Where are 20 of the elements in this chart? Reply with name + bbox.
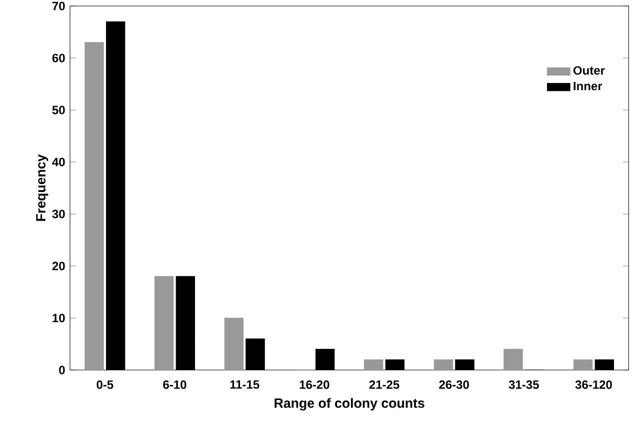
x-tick-label: 16-20	[300, 380, 330, 389]
y-tick-label: 40	[52, 158, 65, 166]
legend-label: Outer	[573, 66, 605, 75]
y-axis-title: Frequency	[36, 154, 48, 221]
y-tick-label: 60	[52, 54, 65, 62]
y-tick-label: 50	[52, 106, 65, 114]
x-tick-label: 0-5	[96, 380, 114, 389]
x-tick-label: 11-15	[230, 380, 260, 389]
y-tick-label: 10	[52, 314, 65, 322]
x-tick-label: 26-30	[439, 380, 469, 389]
y-tick-label: 20	[52, 262, 65, 270]
x-tick-label: 36-120	[575, 380, 612, 389]
x-tick-label: 6-10	[163, 380, 186, 389]
y-tick-label: 70	[52, 2, 65, 10]
x-axis-title: Range of colony counts	[274, 398, 424, 411]
legend-label: Inner	[574, 82, 602, 90]
x-tick-label: 31-35	[508, 380, 539, 389]
x-tick-label: 21-25	[369, 380, 400, 389]
y-tick-label: 30	[52, 210, 65, 218]
y-tick-label: 0	[59, 366, 65, 374]
